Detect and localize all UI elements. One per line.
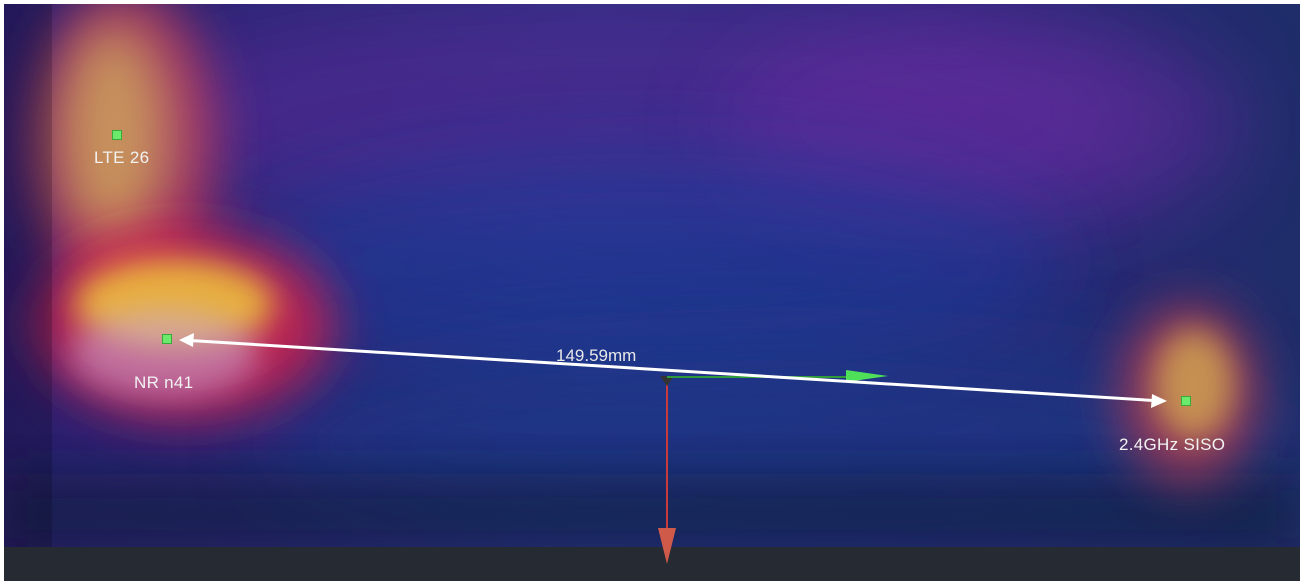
antenna-label-nr-n41: NR n41 xyxy=(134,373,194,392)
square-marker-icon[interactable] xyxy=(162,334,172,344)
viewport-left-shade xyxy=(4,4,52,581)
transform-gizmo-icon[interactable] xyxy=(658,370,888,564)
double-arrow-icon xyxy=(179,333,1167,408)
antenna-label-lte26: LTE 26 xyxy=(94,148,150,167)
square-marker-icon[interactable] xyxy=(1181,396,1191,406)
square-marker-icon[interactable] xyxy=(112,130,122,140)
distance-label: 149.59mm xyxy=(556,346,637,365)
measurement-overlay xyxy=(179,333,1167,564)
3d-viewport[interactable]: LTE 26 NR n41 2.4GHz SISO 149.59mm xyxy=(4,4,1300,581)
viewport-floor-strip xyxy=(4,547,1300,581)
radiation-heatmap xyxy=(4,4,1300,581)
antenna-label-2-4ghz-siso: 2.4GHz SISO xyxy=(1119,435,1226,454)
